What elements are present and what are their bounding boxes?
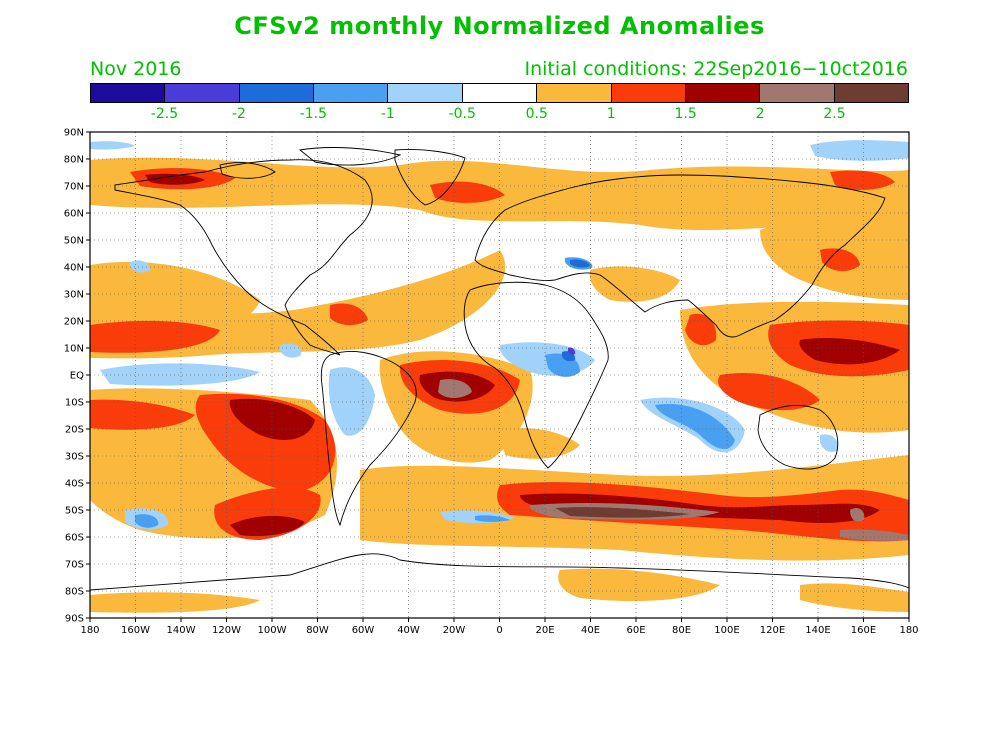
- forecast-month: Nov 2016: [90, 58, 182, 80]
- lon-label: 160W: [121, 625, 150, 636]
- lat-label: 50N: [64, 236, 84, 247]
- lon-label: 60W: [352, 625, 375, 636]
- lat-label: 30N: [64, 290, 84, 301]
- lon-label: 40W: [397, 625, 420, 636]
- lat-label: 90N: [64, 128, 84, 139]
- lon-label: 100W: [258, 625, 287, 636]
- lon-label: 20E: [535, 625, 554, 636]
- lon-label: 140W: [167, 625, 196, 636]
- latitude-axis: 90N 80N 70N 60N 50N 40N 30N 20N 10N EQ 10S 20S 30S 40…: [64, 128, 90, 625]
- lat-label: 90S: [65, 614, 84, 625]
- lon-label: 80E: [672, 625, 691, 636]
- colorbar-label: -2: [231, 106, 246, 122]
- lon-label: 140E: [805, 625, 830, 636]
- lat-label: 20S: [65, 425, 84, 436]
- colorbar-label: -0.5: [448, 106, 476, 122]
- colorbar-swatch: [388, 84, 463, 102]
- colorbar-swatch: [611, 84, 686, 102]
- colorbar-swatch: [91, 84, 166, 102]
- colorbar: [90, 83, 909, 103]
- lon-label: 180: [80, 625, 99, 636]
- colorbar-swatch: [239, 84, 315, 102]
- colorbar-swatch: [834, 84, 908, 102]
- longitude-axis: 180 160W 140W 120W 100W 80W 60W 40W 20W 0 20E 40E 60…: [80, 618, 919, 636]
- lon-label: 80W: [306, 625, 329, 636]
- colorbar-label: 1: [606, 106, 616, 122]
- colorbar-label: 1.5: [674, 106, 697, 122]
- coastlines: [90, 147, 909, 591]
- lat-label: 80S: [65, 587, 84, 598]
- lon-label: 0: [496, 625, 502, 636]
- lon-label: 20W: [443, 625, 466, 636]
- lon-label: 60E: [626, 625, 645, 636]
- colorbar-label: 2: [755, 106, 765, 122]
- colorbar-label: -1: [380, 106, 395, 122]
- lon-label: 40E: [581, 625, 600, 636]
- colorbar-swatch: [537, 84, 612, 102]
- colorbar-swatch: [685, 84, 761, 102]
- anomaly-field: [90, 140, 909, 613]
- lon-label: 100E: [714, 625, 739, 636]
- colorbar-swatch: [760, 84, 835, 102]
- colorbar-label: 0.5: [525, 106, 548, 122]
- colorbar-swatch: [314, 84, 389, 102]
- lat-label: 40N: [64, 263, 84, 274]
- colorbar-swatch: [165, 84, 240, 102]
- colorbar-swatch: [462, 84, 538, 102]
- lat-label: 20N: [64, 317, 84, 328]
- lat-label: 30S: [65, 452, 84, 463]
- lon-label: 160E: [851, 625, 876, 636]
- lon-label: 120E: [760, 625, 785, 636]
- gridlines: [90, 132, 909, 618]
- lat-label: EQ: [70, 371, 84, 382]
- lon-label: 120W: [212, 625, 241, 636]
- lon-label: 180: [899, 625, 918, 636]
- lat-label: 60S: [65, 533, 84, 544]
- chart-title: CFSv2 monthly Normalized Anomalies: [234, 12, 765, 40]
- lat-label: 70N: [64, 182, 84, 193]
- colorbar-label: -2.5: [150, 106, 179, 122]
- lat-label: 50S: [65, 506, 84, 517]
- lat-label: 70S: [65, 560, 84, 571]
- lat-label: 10S: [65, 398, 84, 409]
- lat-label: 40S: [65, 479, 84, 490]
- colorbar-label: 2.5: [823, 106, 846, 122]
- colorbar-label: -1.5: [299, 106, 328, 122]
- lat-label: 10N: [64, 344, 84, 355]
- lat-label: 60N: [64, 209, 84, 220]
- lat-label: 80N: [64, 155, 84, 166]
- initial-conditions: Initial conditions: 22Sep2016−10ct2016: [524, 58, 909, 80]
